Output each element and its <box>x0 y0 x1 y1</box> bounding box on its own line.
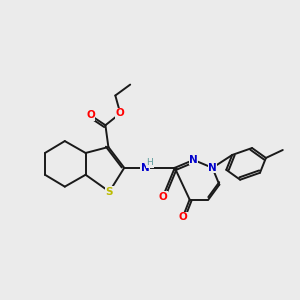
Text: N: N <box>141 163 149 173</box>
Text: O: O <box>178 212 187 222</box>
Text: H: H <box>147 158 153 167</box>
Text: S: S <box>106 187 113 196</box>
Text: N: N <box>189 155 198 165</box>
Text: N: N <box>208 163 217 173</box>
Text: O: O <box>116 108 125 118</box>
Text: O: O <box>158 192 167 202</box>
Text: O: O <box>86 110 95 120</box>
